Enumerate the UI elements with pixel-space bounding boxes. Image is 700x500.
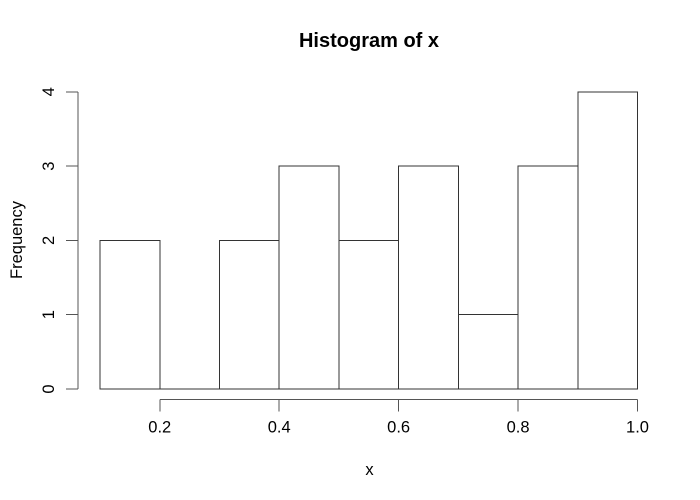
y-axis-tick-label: 2 xyxy=(40,236,58,245)
x-axis-tick-label: 0.8 xyxy=(507,419,530,437)
histogram-bar xyxy=(577,91,639,390)
histogram-bar xyxy=(338,239,400,390)
x-axis-tick-label: 0.2 xyxy=(148,419,171,437)
histogram-bar xyxy=(398,165,459,390)
y-axis-tick-label: 3 xyxy=(40,162,58,171)
histogram-bar xyxy=(99,239,161,390)
y-axis-tick-label: 0 xyxy=(40,384,58,393)
x-axis-tick-label: 0.6 xyxy=(387,419,410,437)
chart-title: Histogram of x xyxy=(299,30,439,52)
x-axis-label: x xyxy=(365,461,374,479)
histogram-bar xyxy=(517,165,579,390)
x-axis-tick-label: 0.4 xyxy=(268,419,291,437)
histogram-bar xyxy=(457,314,519,390)
axes-group: 0.2 0.4 0.6 0.8 1.0 0 1 2 3 4 xyxy=(40,87,649,436)
histogram-bar xyxy=(278,165,340,390)
histogram-bar xyxy=(218,239,280,390)
y-axis-tick-label: 4 xyxy=(40,87,58,96)
bars-group xyxy=(99,91,639,390)
y-axis-tick-label: 1 xyxy=(40,310,58,319)
x-axis-tick-label: 1.0 xyxy=(626,419,649,437)
y-axis-label: Frequency xyxy=(8,200,26,279)
